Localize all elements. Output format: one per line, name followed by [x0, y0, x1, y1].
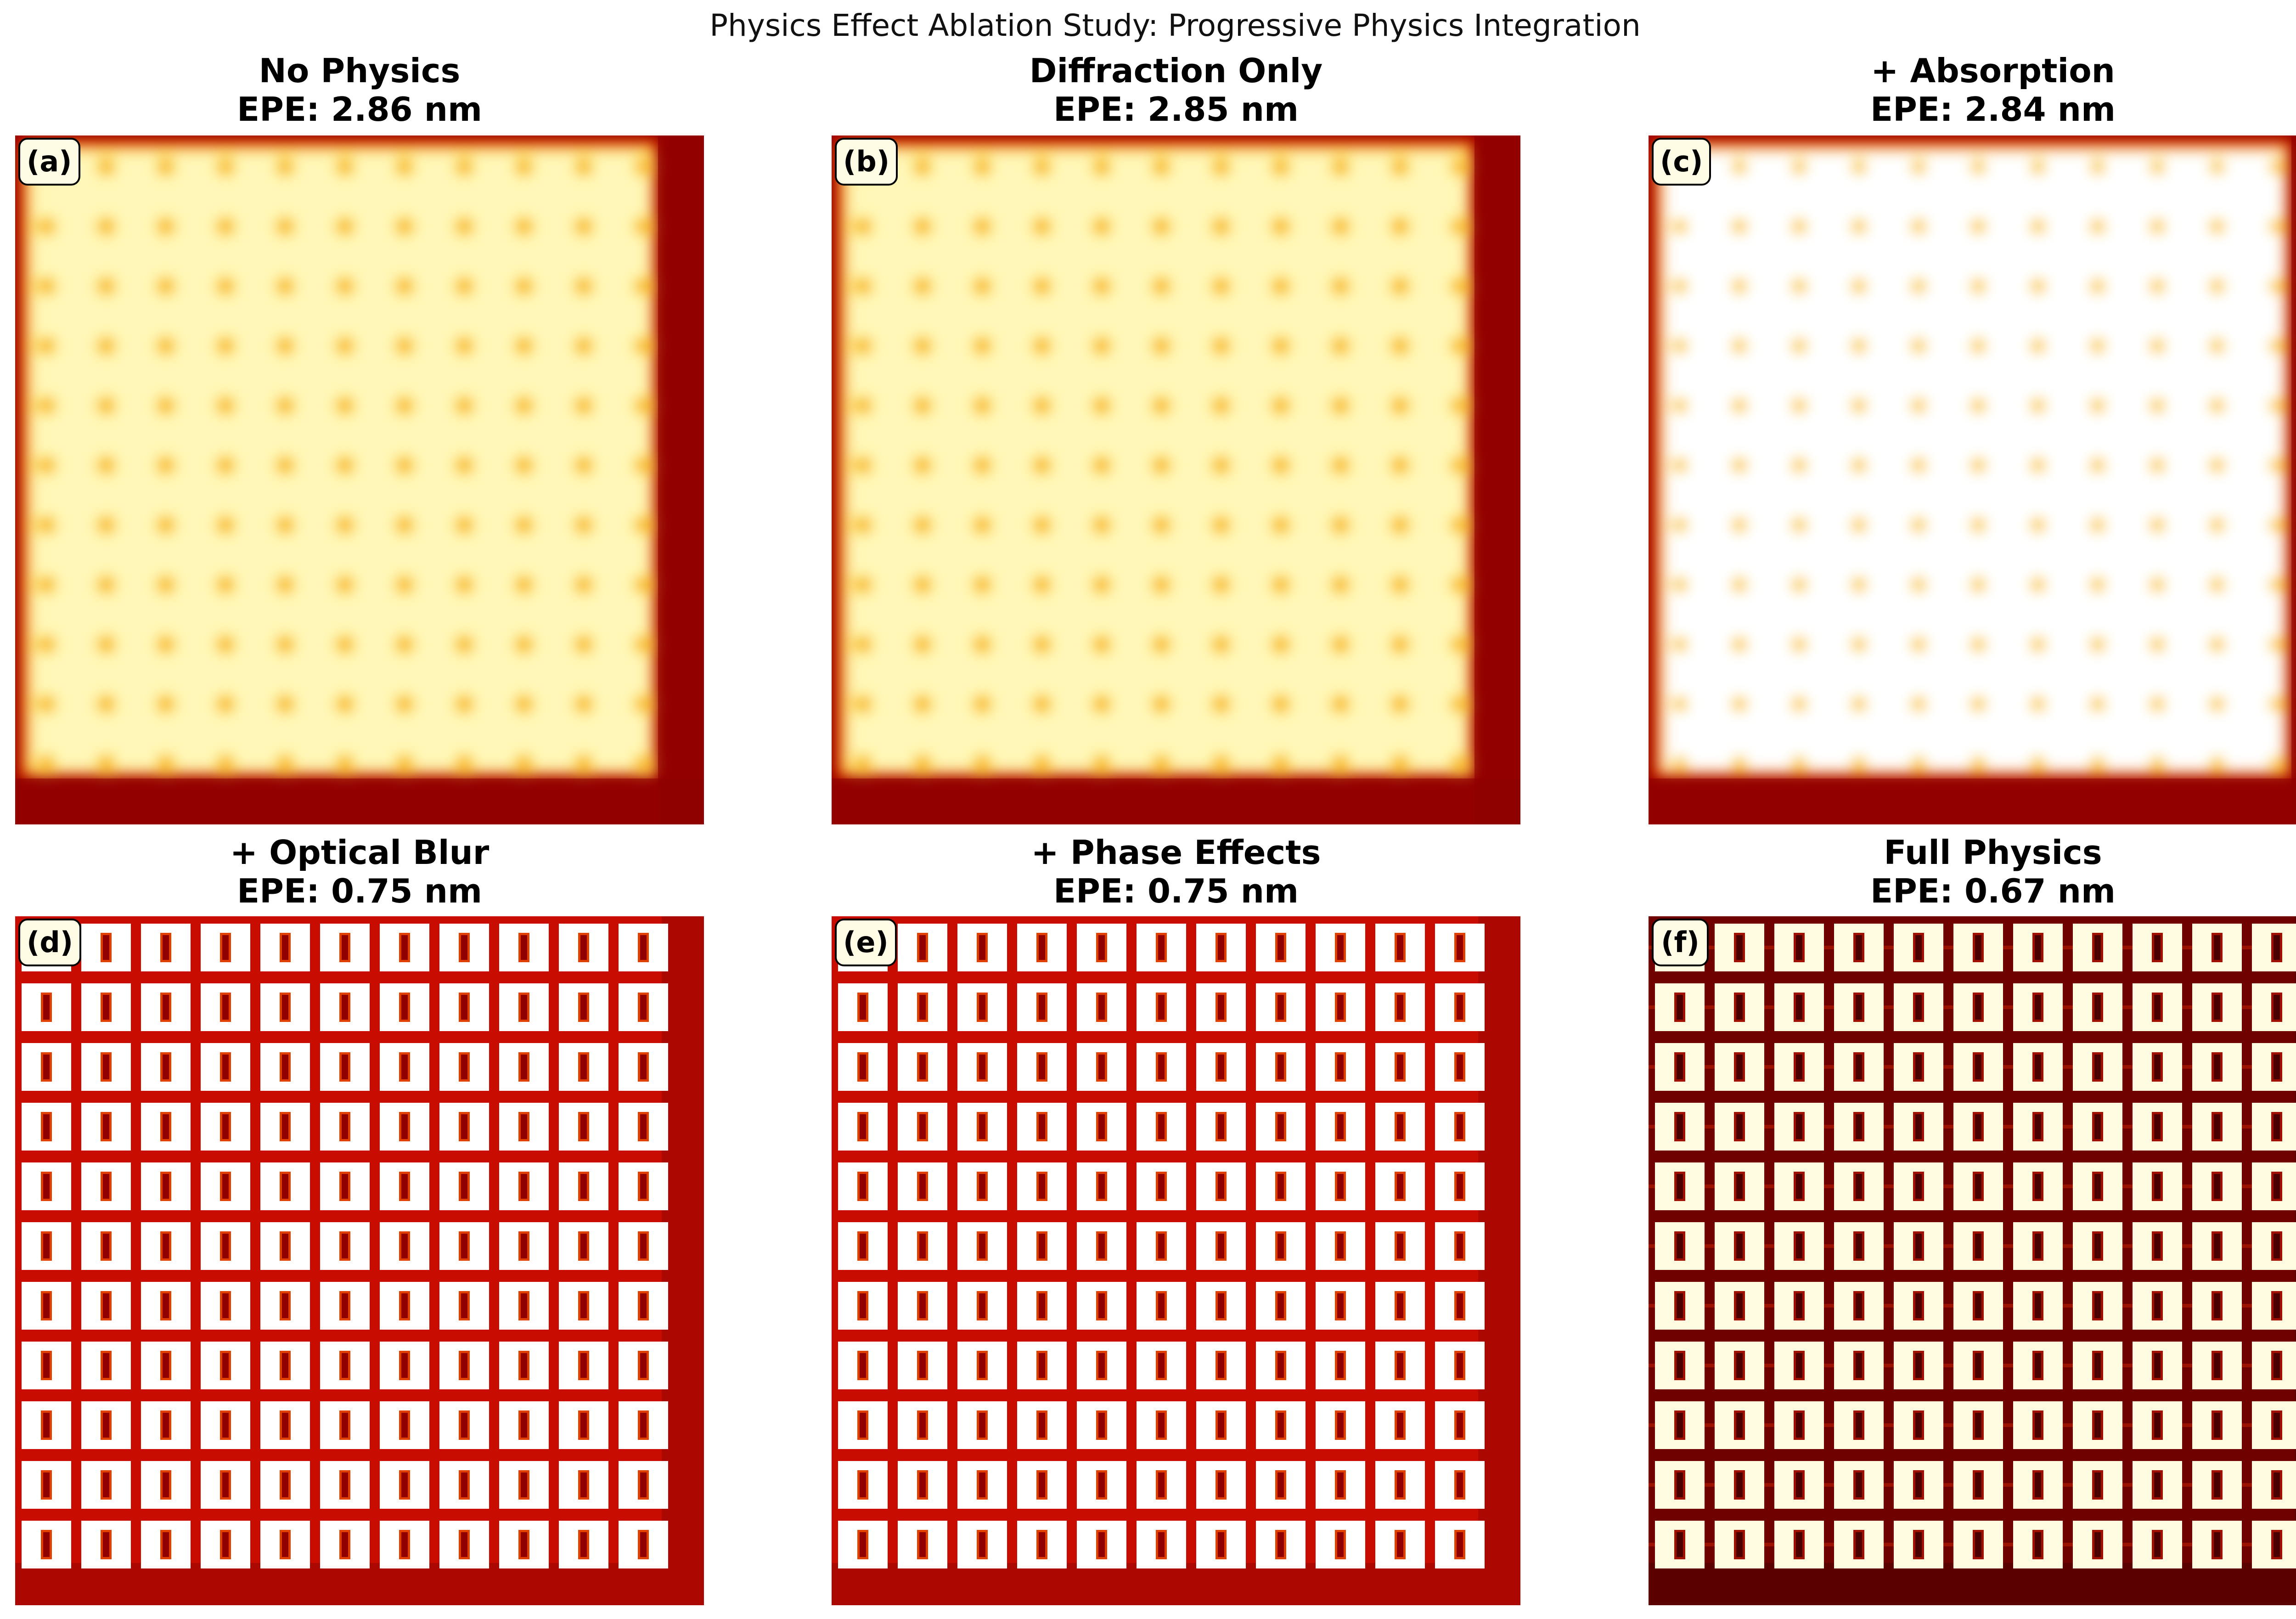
panel-a-title: No Physics EPE: 2.86 nm — [15, 51, 704, 129]
panel-c-label: (c) — [1652, 138, 1711, 186]
panel-f-name: Full Physics — [1884, 833, 2102, 872]
panel-a-label: (a) — [18, 138, 80, 186]
panel-e-label: (e) — [835, 919, 897, 966]
panel-b-name: Diffraction Only — [1029, 51, 1323, 90]
panel-f-heatmap — [1649, 916, 2296, 1605]
panel-f-epe: EPE: 0.67 nm — [1870, 872, 2116, 910]
panel-c-heatmap — [1649, 135, 2296, 824]
panel-b-label: (b) — [835, 138, 898, 186]
panel-f-label: (f) — [1652, 919, 1709, 966]
panel-e-epe: EPE: 0.75 nm — [1053, 872, 1299, 910]
panel-e-name: + Phase Effects — [1031, 833, 1321, 872]
panel-d-title: + Optical Blur EPE: 0.75 nm — [15, 833, 704, 910]
panel-d-epe: EPE: 0.75 nm — [237, 872, 482, 910]
panel-d-heatmap — [15, 916, 704, 1605]
panel-b-title: Diffraction Only EPE: 2.85 nm — [832, 51, 1520, 129]
panel-c-epe: EPE: 2.84 nm — [1870, 90, 2116, 129]
panel-d-label: (d) — [18, 919, 82, 966]
panel-a-name: No Physics — [259, 51, 461, 90]
panel-b-epe: EPE: 2.85 nm — [1053, 90, 1299, 129]
panel-a-heatmap — [15, 135, 704, 824]
panel-e-title: + Phase Effects EPE: 0.75 nm — [832, 833, 1520, 910]
figure-title: Physics Effect Ablation Study: Progressi… — [709, 8, 1641, 43]
panel-c-title: + Absorption EPE: 2.84 nm — [1649, 51, 2296, 129]
panel-c-name: + Absorption — [1871, 51, 2115, 90]
panel-b-heatmap — [832, 135, 1520, 824]
panel-f-title: Full Physics EPE: 0.67 nm — [1649, 833, 2296, 910]
panel-e-heatmap — [832, 916, 1520, 1605]
panel-d-name: + Optical Blur — [230, 833, 490, 872]
panel-a-epe: EPE: 2.86 nm — [237, 90, 482, 129]
